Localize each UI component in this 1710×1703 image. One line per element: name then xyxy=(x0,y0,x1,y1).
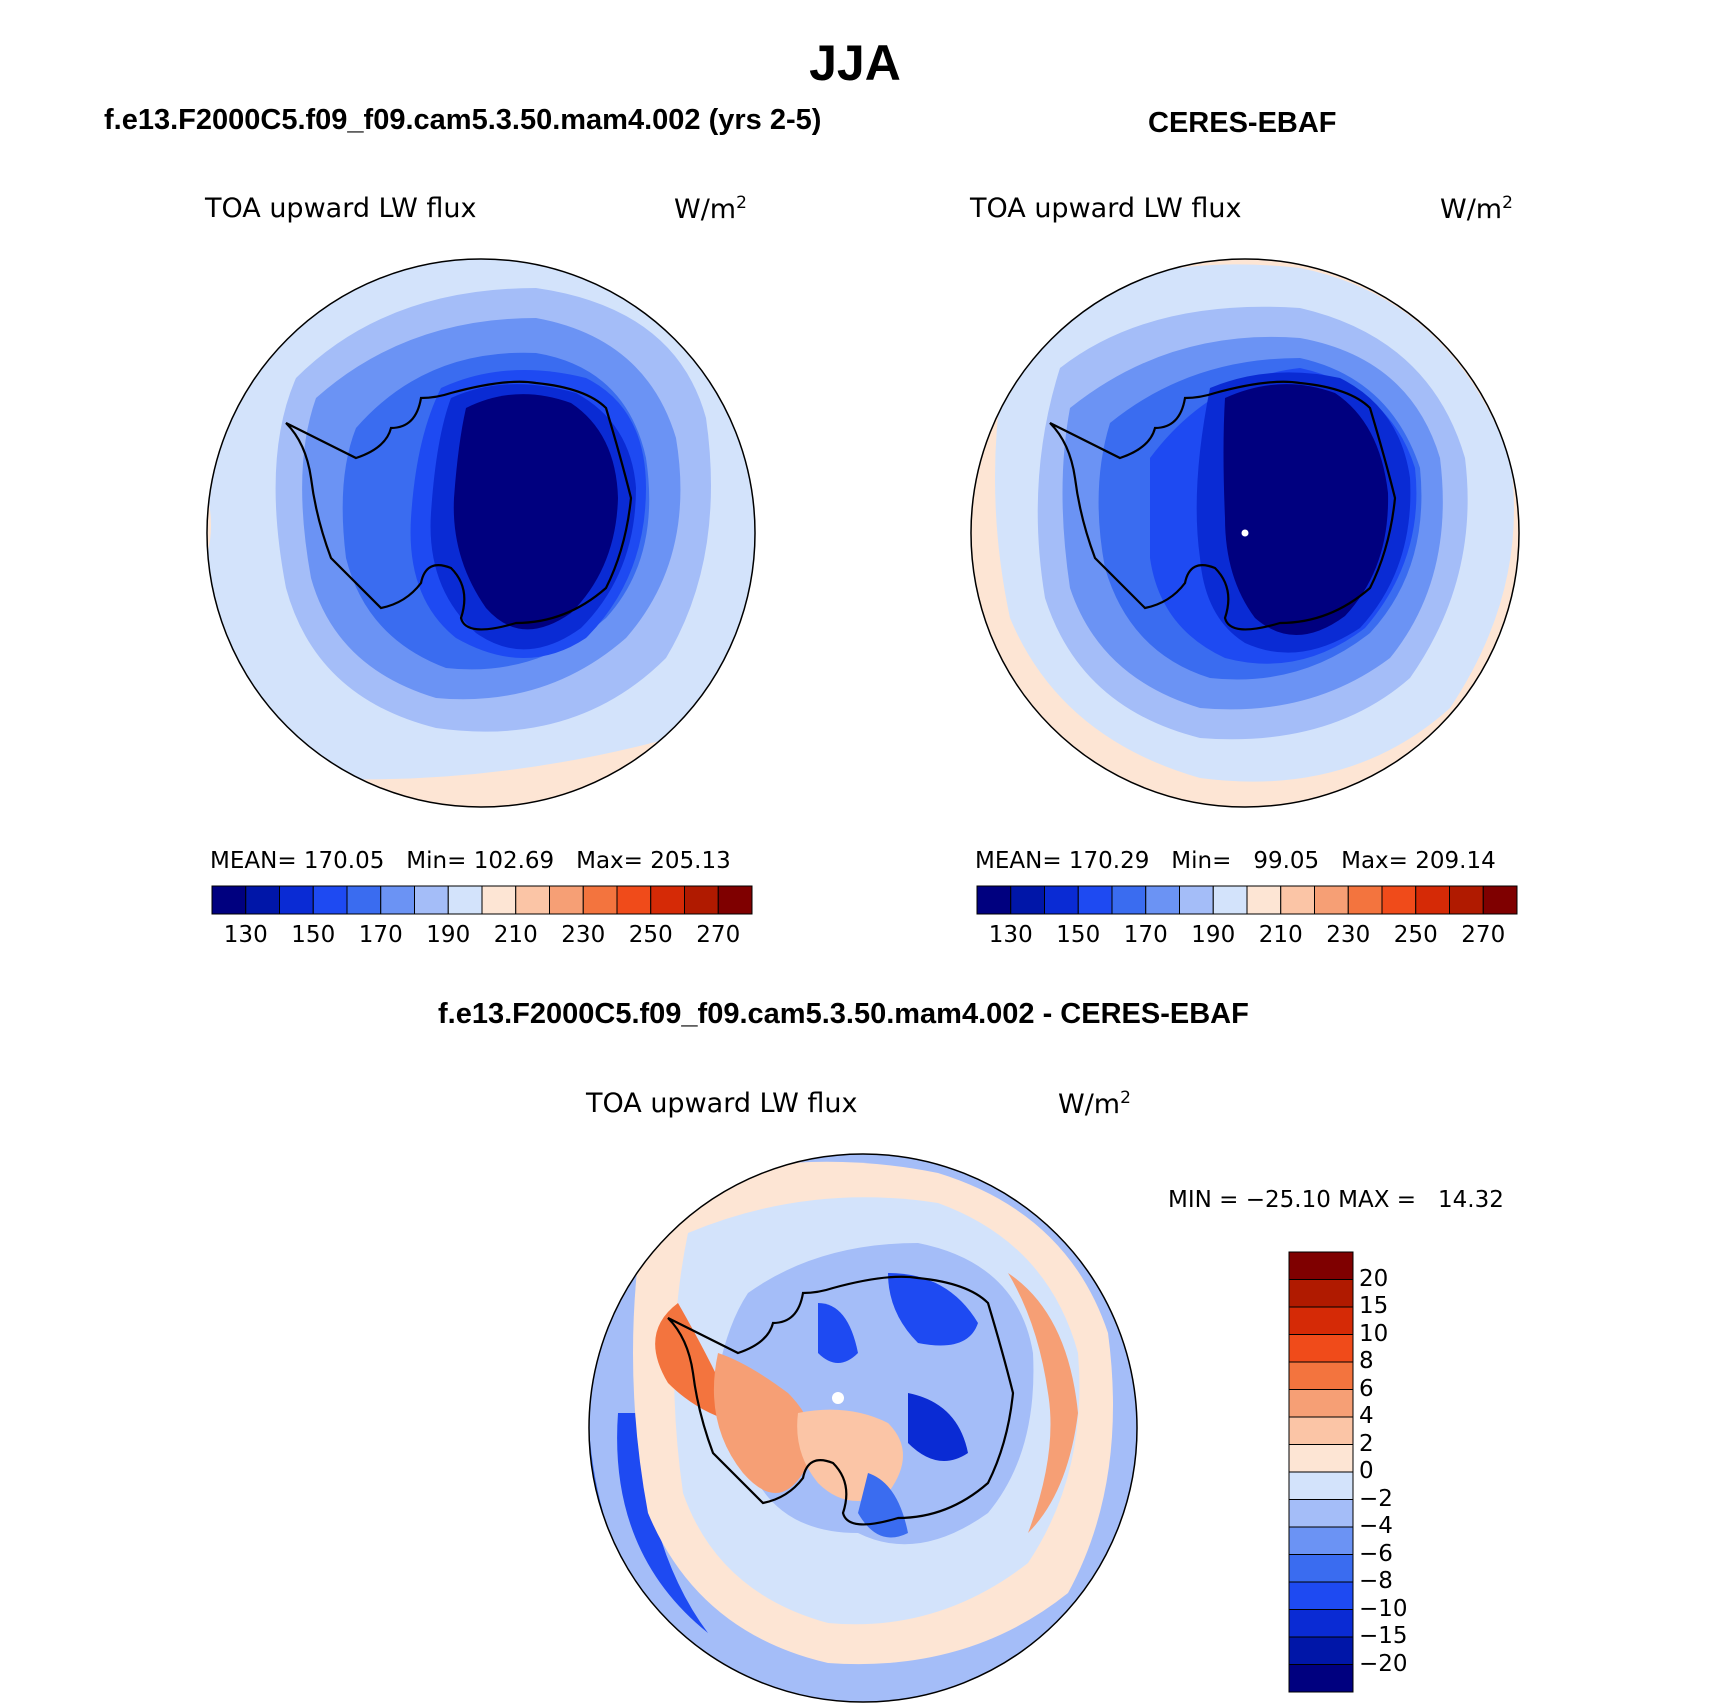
diff-colorbar xyxy=(1288,1251,1354,1693)
model-colorbar-swatch xyxy=(380,885,415,915)
model-colorbar-swatch xyxy=(346,885,382,915)
model-colorbar-tick-label: 250 xyxy=(628,922,673,948)
obs-colorbar-swatch xyxy=(1077,885,1113,915)
diff-colorbar-tick-label: −15 xyxy=(1359,1623,1408,1649)
model-colorbar-swatch xyxy=(245,885,280,915)
obs-colorbar-swatch xyxy=(1347,885,1383,915)
diff-colorbar-swatch xyxy=(1288,1581,1354,1610)
diff-colorbar-swatch xyxy=(1288,1361,1354,1390)
diff-colorbar-tick-label: −10 xyxy=(1359,1595,1408,1622)
model-polar-map xyxy=(206,258,756,808)
obs-colorbar-swatch xyxy=(1314,885,1349,915)
obs-colorbar-tick-label: 230 xyxy=(1326,922,1371,948)
model-colorbar-swatch xyxy=(582,885,618,915)
model-colorbar-tick-label: 150 xyxy=(291,922,336,948)
obs-colorbar-tick-label: 170 xyxy=(1123,922,1168,948)
model-colorbar-swatch xyxy=(650,885,685,915)
obs-stats: MEAN= 170.29 Min= 99.05 Max= 209.14 xyxy=(975,848,1496,874)
diff-unit-label: W/m2 xyxy=(1058,1088,1131,1120)
diff-colorbar-tick-label: 10 xyxy=(1359,1320,1389,1347)
model-colorbar-swatch xyxy=(717,885,753,915)
diff-colorbar-swatch xyxy=(1288,1251,1354,1280)
diff-colorbar-swatch xyxy=(1288,1471,1354,1500)
page-title: JJA xyxy=(809,35,901,91)
diff-colorbar-tick-label: −6 xyxy=(1359,1540,1393,1567)
model-colorbar xyxy=(211,885,753,915)
obs-colorbar-swatch xyxy=(1246,885,1282,915)
obs-colorbar-swatch xyxy=(1280,885,1315,915)
diff-colorbar-swatch xyxy=(1288,1526,1354,1555)
obs-colorbar-tick-label: 270 xyxy=(1461,922,1506,948)
model-colorbar-swatch xyxy=(312,885,348,915)
obs-colorbar-swatch xyxy=(1111,885,1147,915)
obs-colorbar-swatch xyxy=(1482,885,1518,915)
diff-colorbar-tick-label: 4 xyxy=(1359,1403,1374,1429)
model-colorbar-swatch xyxy=(684,885,719,915)
diff-colorbar-tick-label: −8 xyxy=(1359,1568,1393,1594)
obs-colorbar-swatch xyxy=(976,885,1012,915)
obs-colorbar-swatch xyxy=(1381,885,1417,915)
diff-colorbar-swatch xyxy=(1288,1636,1354,1665)
diff-colorbar-swatch xyxy=(1288,1306,1354,1335)
diff-colorbar-tick-label: 20 xyxy=(1359,1265,1389,1292)
diff-colorbar-tick-label: −20 xyxy=(1359,1650,1408,1677)
diff-colorbar-swatch xyxy=(1288,1334,1354,1363)
diff-colorbar-swatch xyxy=(1288,1444,1354,1473)
model-colorbar-swatch xyxy=(549,885,584,915)
diff-colorbar-swatch xyxy=(1288,1499,1354,1528)
model-colorbar-tick-label: 190 xyxy=(426,922,471,948)
obs-colorbar-swatch xyxy=(1145,885,1180,915)
model-colorbar-swatch xyxy=(211,885,247,915)
obs-colorbar-tick-label: 130 xyxy=(988,922,1033,948)
diff-colorbar-swatch xyxy=(1288,1389,1354,1418)
model-unit-label: W/m2 xyxy=(674,193,747,225)
obs-colorbar-tick-label: 210 xyxy=(1258,922,1303,948)
diff-colorbar-swatch xyxy=(1288,1609,1354,1638)
model-variable-label: TOA upward LW flux xyxy=(205,193,477,224)
obs-colorbar-swatch xyxy=(1449,885,1484,915)
diff-colorbar-swatch xyxy=(1288,1416,1354,1445)
model-colorbar-swatch xyxy=(447,885,483,915)
model-colorbar-tick-label: 170 xyxy=(358,922,403,948)
diff-stats: MIN = −25.10 MAX = 14.32 xyxy=(1168,1187,1504,1213)
obs-colorbar-swatch xyxy=(1212,885,1248,915)
model-colorbar-swatch xyxy=(616,885,652,915)
model-colorbar-swatch xyxy=(481,885,517,915)
obs-colorbar-tick-label: 190 xyxy=(1191,922,1236,948)
obs-panel-title: CERES-EBAF xyxy=(1148,107,1337,139)
model-colorbar-swatch xyxy=(414,885,449,915)
diff-colorbar-tick-label: 0 xyxy=(1359,1458,1374,1484)
model-colorbar-tick-label: 230 xyxy=(561,922,606,948)
obs-colorbar-tick-label: 250 xyxy=(1393,922,1438,948)
diff-colorbar-tick-label: 8 xyxy=(1359,1348,1374,1374)
diff-colorbar-swatch xyxy=(1288,1664,1354,1693)
diff-polar-map xyxy=(588,1153,1138,1703)
diff-variable-label: TOA upward LW flux xyxy=(586,1088,858,1119)
obs-colorbar-swatch xyxy=(1044,885,1079,915)
diff-colorbar-swatch xyxy=(1288,1279,1354,1308)
model-colorbar-tick-label: 270 xyxy=(696,922,741,948)
obs-colorbar-tick-label: 150 xyxy=(1056,922,1101,948)
model-colorbar-tick-label: 130 xyxy=(223,922,268,948)
diff-colorbar-tick-label: 6 xyxy=(1359,1375,1374,1402)
diff-colorbar-tick-label: 15 xyxy=(1359,1293,1389,1319)
model-panel-title: f.e13.F2000C5.f09_f09.cam5.3.50.mam4.002… xyxy=(104,104,822,136)
obs-colorbar-swatch xyxy=(1179,885,1214,915)
model-colorbar-swatch xyxy=(515,885,550,915)
diff-colorbar-tick-label: −2 xyxy=(1359,1485,1393,1512)
obs-unit-label: W/m2 xyxy=(1440,193,1513,225)
model-colorbar-tick-label: 210 xyxy=(493,922,538,948)
diff-panel-title: f.e13.F2000C5.f09_f09.cam5.3.50.mam4.002… xyxy=(438,998,1249,1030)
obs-colorbar-swatch xyxy=(1010,885,1045,915)
obs-colorbar-swatch xyxy=(1415,885,1450,915)
diff-colorbar-tick-label: −4 xyxy=(1359,1513,1393,1539)
model-stats: MEAN= 170.05 Min= 102.69 Max= 205.13 xyxy=(210,848,731,874)
obs-variable-label: TOA upward LW flux xyxy=(970,193,1242,224)
diff-colorbar-tick-label: 2 xyxy=(1359,1430,1374,1457)
obs-polar-map xyxy=(970,258,1520,808)
obs-colorbar xyxy=(976,885,1518,915)
diff-colorbar-swatch xyxy=(1288,1554,1354,1583)
model-colorbar-swatch xyxy=(279,885,314,915)
